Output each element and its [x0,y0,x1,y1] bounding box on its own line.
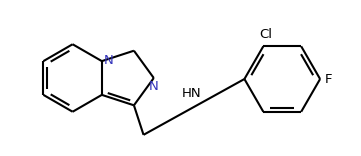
Text: N: N [104,54,114,67]
Text: F: F [325,73,333,85]
Text: HN: HN [182,87,202,100]
Text: N: N [149,80,158,93]
Text: Cl: Cl [259,28,272,41]
